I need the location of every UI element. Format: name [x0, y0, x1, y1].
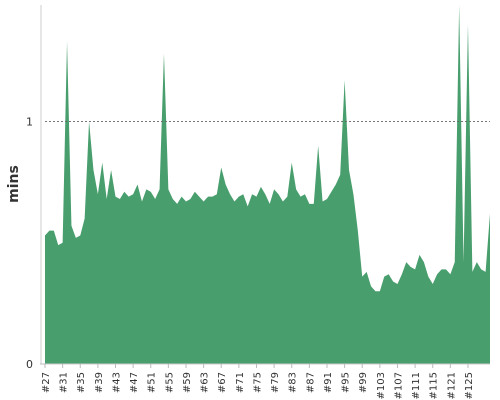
y-tick-label: 0 [26, 358, 33, 371]
x-tick-label: #43 [111, 372, 122, 393]
x-tick-label: #75 [252, 372, 263, 393]
x-tick-label: #31 [59, 372, 70, 393]
x-tick-label: #91 [323, 372, 334, 393]
x-tick-label: #67 [217, 372, 228, 393]
x-tick-label: #55 [164, 372, 175, 393]
x-tick-label: #71 [235, 372, 246, 393]
x-tick-label: #107 [393, 372, 404, 399]
x-tick-label: #125 [464, 372, 475, 399]
x-tick-label: #27 [41, 372, 52, 393]
x-tick-label: #99 [358, 372, 369, 393]
x-tick-label: #87 [305, 372, 316, 393]
x-tick-label: #95 [341, 372, 352, 393]
x-tick-label: #111 [411, 372, 422, 399]
x-tick-label: #51 [147, 372, 158, 393]
y-axis-label: mins [6, 165, 22, 203]
x-tick-label: #35 [76, 372, 87, 393]
x-tick-label: #39 [94, 372, 105, 393]
x-tick-label: #63 [200, 372, 211, 393]
x-tick-label: #103 [376, 372, 387, 399]
area [45, 5, 490, 364]
x-tick-label: #83 [288, 372, 299, 393]
y-tick-label: 1 [26, 115, 33, 128]
x-tick-label: #47 [129, 372, 140, 393]
x-tick-label: #115 [429, 372, 440, 399]
x-tick-label: #121 [446, 372, 457, 399]
x-tick-label: #59 [182, 372, 193, 393]
x-tick-label: #79 [270, 372, 281, 393]
